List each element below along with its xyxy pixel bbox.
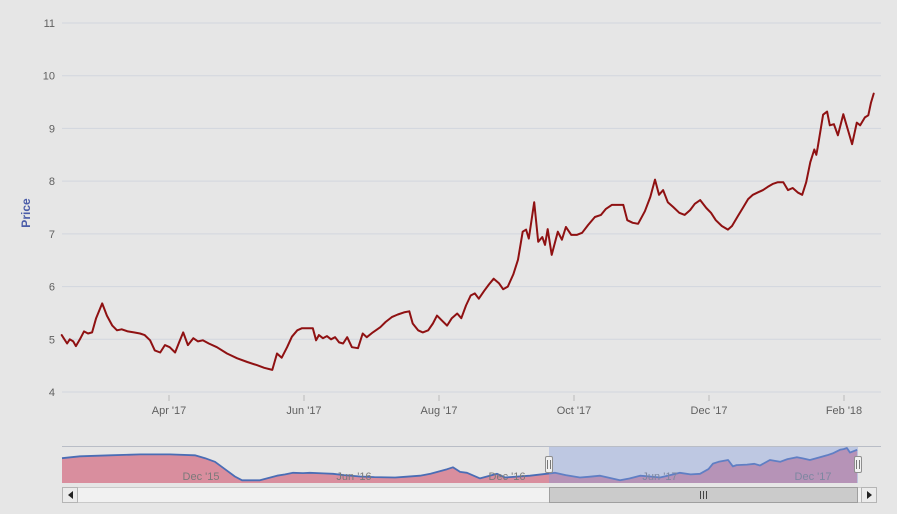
x-axis-label: Aug '17: [421, 405, 458, 417]
y-axis-label: 7: [49, 229, 55, 241]
y-axis-label: 11: [44, 18, 55, 30]
y-axis-label: 4: [49, 387, 55, 399]
y-axis-label: 6: [49, 282, 55, 294]
price-line[interactable]: [60, 92, 875, 371]
x-axis-label: Apr '17: [152, 405, 187, 417]
x-axis-label: Jun '17: [286, 405, 321, 417]
navigator-area: [62, 448, 858, 483]
navigator-axis-label: Dec '16: [489, 471, 526, 483]
y-axis-label: 8: [49, 176, 55, 188]
navigator-axis-label: Jun '16: [336, 471, 371, 483]
navigator-selected-range[interactable]: [549, 447, 858, 483]
x-axis-label: Feb '18: [826, 405, 862, 417]
scrollbar-grip-icon: [700, 491, 707, 499]
handle-grip-line: [859, 460, 860, 469]
handle-grip-line: [856, 460, 857, 469]
navigator-line: [61, 447, 858, 482]
left-arrow-icon: [67, 491, 73, 499]
y-axis-label: 9: [49, 123, 55, 135]
handle-grip-line: [550, 460, 551, 469]
navigator-axis-label: Dec '15: [183, 471, 220, 483]
x-axis-label: Oct '17: [557, 405, 592, 417]
handle-grip-line: [547, 460, 548, 469]
navigator-handle-right[interactable]: [854, 456, 862, 473]
navigator-axis-label: Jun '17: [642, 471, 677, 483]
y-axis-label: 5: [49, 334, 55, 346]
scrollbar-thumb[interactable]: [549, 487, 858, 503]
y-axis-title: Price: [19, 198, 33, 228]
navigator-handle-left[interactable]: [545, 456, 553, 473]
scrollbar-right-button[interactable]: [861, 487, 877, 503]
y-axis-label: 10: [43, 71, 55, 83]
navigator-axis-label: Dec '17: [795, 471, 832, 483]
x-axis-label: Dec '17: [691, 405, 728, 417]
scrollbar-left-button[interactable]: [62, 487, 78, 503]
right-arrow-icon: [866, 491, 872, 499]
